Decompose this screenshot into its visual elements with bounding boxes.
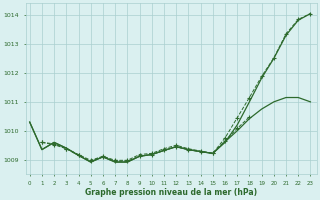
X-axis label: Graphe pression niveau de la mer (hPa): Graphe pression niveau de la mer (hPa) <box>85 188 257 197</box>
